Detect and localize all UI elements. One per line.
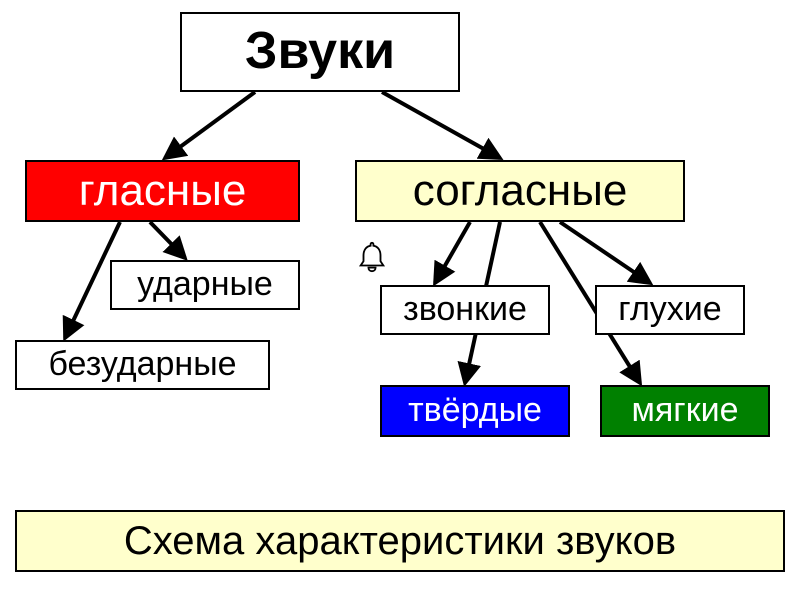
unstressed-node: безударные: [15, 340, 270, 390]
consonants-node: согласные: [355, 160, 685, 222]
caption-bar: Схема характеристики звуков: [15, 510, 785, 572]
vowels-node: гласные: [25, 160, 300, 222]
voiced-node: звонкие: [380, 285, 550, 335]
voiceless-node: глухие: [595, 285, 745, 335]
bell-icon: [355, 240, 389, 274]
soft-node: мягкие: [600, 385, 770, 437]
root-node: Звуки: [180, 12, 460, 92]
hard-node: твёрдые: [380, 385, 570, 437]
stressed-node: ударные: [110, 260, 300, 310]
